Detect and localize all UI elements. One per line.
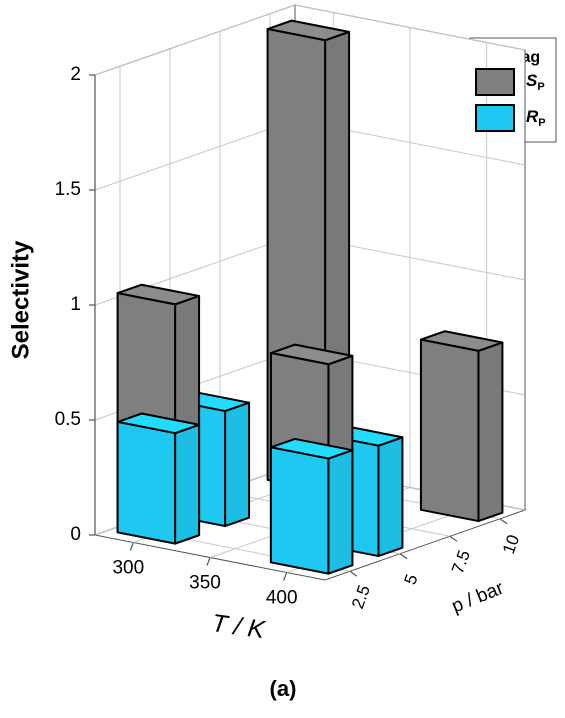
x-axis-title: T / K xyxy=(210,609,267,644)
bar-side xyxy=(174,423,201,545)
bar xyxy=(269,437,354,575)
grid-line xyxy=(94,4,296,76)
caption: (a) xyxy=(270,676,297,701)
bar xyxy=(419,330,504,523)
y-tick-label: 1.5 xyxy=(55,179,81,200)
tick-mark xyxy=(349,570,358,577)
legend-label: RP xyxy=(526,107,546,128)
bar-front xyxy=(116,420,177,545)
z-tick-label: 2.5 xyxy=(348,583,374,612)
y-tick-label: 0 xyxy=(70,524,81,545)
bar-side xyxy=(327,449,354,575)
legend-label: SP xyxy=(526,71,545,92)
z-tick-label: 10 xyxy=(499,532,523,556)
y-tick-label: 1 xyxy=(70,294,81,315)
grid-line xyxy=(94,119,296,191)
bar-front xyxy=(419,338,480,523)
bar xyxy=(116,412,201,545)
x-tick-label: 300 xyxy=(112,558,144,579)
x-tick-label: 400 xyxy=(266,588,298,609)
tick-mark xyxy=(399,553,408,560)
z-axis-title: p / bar xyxy=(449,577,507,617)
legend-swatch xyxy=(475,68,515,96)
tick-mark xyxy=(499,518,508,525)
bar-side xyxy=(224,401,251,528)
bar-side xyxy=(477,341,504,523)
bar-side xyxy=(377,436,404,558)
tick-mark xyxy=(449,535,458,542)
z-tick-label: 5 xyxy=(400,572,421,587)
tick-mark xyxy=(283,572,288,581)
x-tick-label: 350 xyxy=(189,573,221,594)
z-tick-label: 7.5 xyxy=(448,548,474,577)
y-axis-title: Selectivity xyxy=(7,240,34,359)
bar-front xyxy=(269,446,330,575)
tick-mark xyxy=(206,557,211,566)
tick-mark xyxy=(129,542,134,551)
y-tick-label: 2 xyxy=(70,64,81,85)
y-tick-label: 0.5 xyxy=(55,409,81,430)
legend-swatch xyxy=(475,104,515,132)
